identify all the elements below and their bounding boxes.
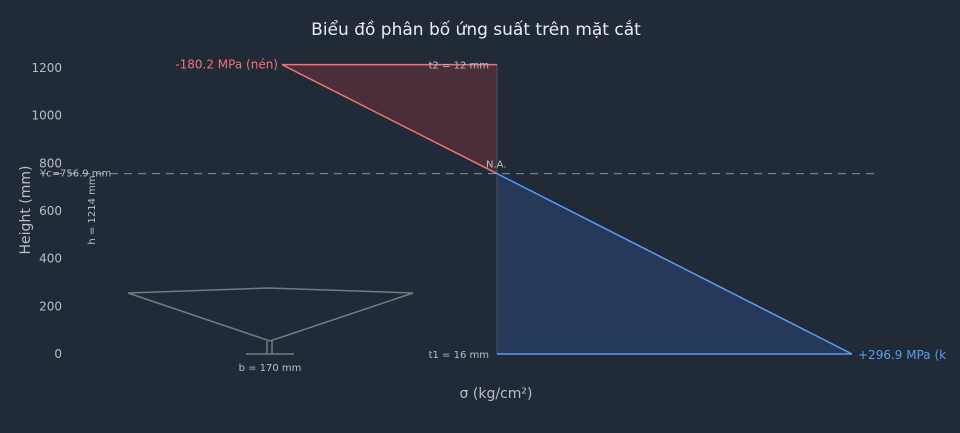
y-tick-label: 600	[39, 204, 62, 218]
y-tick-label: 0	[54, 347, 62, 361]
width-label: b = 170 mm	[239, 363, 302, 374]
top-flange-shape	[127, 287, 414, 342]
compression-value-label: -180.2 MPa (nén)	[175, 58, 278, 72]
x-axis-title: σ (kg/cm²)	[460, 386, 533, 402]
y-tick-label: 1200	[31, 61, 62, 75]
y-tick-label: 1000	[31, 109, 62, 123]
bottom-flange-label: t1 = 16 mm	[429, 350, 489, 361]
y-axis-ticks: 0 200 400 600 800 1000 1200	[31, 61, 62, 361]
top-flange-label: t2 = 12 mm	[429, 61, 489, 72]
height-label: h = 1214 mm	[87, 175, 98, 244]
chart-title: Biểu đồ phân bố ứng suất trên mặt cắt	[311, 19, 641, 40]
y-axis-title: Height (mm)	[18, 166, 34, 255]
compression-stress-line	[281, 63, 498, 175]
neutral-axis-label: N.A.	[486, 160, 507, 171]
cross-section-schematic	[127, 287, 414, 355]
tension-value-label: +296.9 MPa (k	[858, 348, 946, 362]
y-tick-label: 400	[39, 252, 62, 266]
y-tick-label: 200	[39, 299, 62, 313]
yc-label: Yc=756.9 mm	[39, 169, 111, 180]
tension-stress-line	[496, 172, 853, 355]
y-tick-label: 800	[39, 156, 62, 170]
